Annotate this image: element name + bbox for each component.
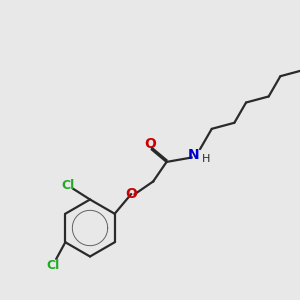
Text: N: N (188, 148, 200, 162)
Text: H: H (202, 154, 210, 164)
Text: Cl: Cl (47, 259, 60, 272)
Text: Cl: Cl (61, 179, 75, 192)
Text: O: O (125, 187, 137, 201)
Text: O: O (144, 137, 156, 151)
